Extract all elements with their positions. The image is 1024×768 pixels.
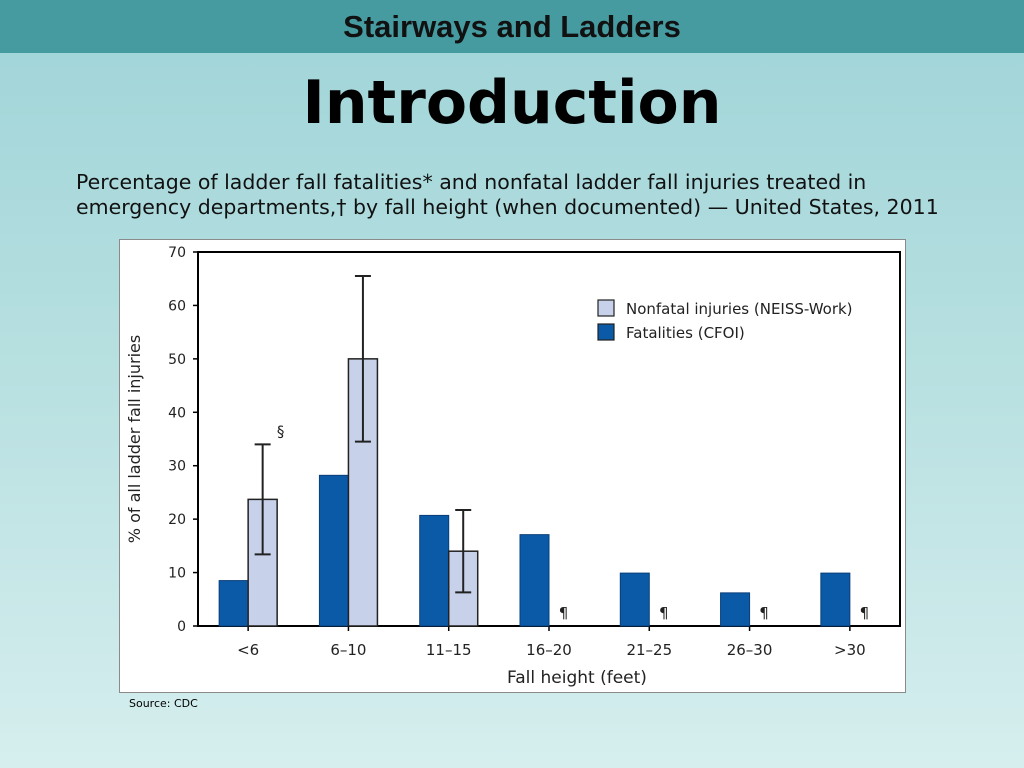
x-tick-label: 6–10 xyxy=(330,641,366,659)
bar-fatalities xyxy=(519,534,550,627)
deck-title: Stairways and Ladders xyxy=(343,8,681,44)
title-bar: Stairways and Ladders xyxy=(0,0,1024,53)
source-note: Source: CDC xyxy=(129,697,198,710)
x-tick-label: 21–25 xyxy=(626,641,672,659)
x-tick-label: 26–30 xyxy=(727,641,773,659)
y-tick-label: 10 xyxy=(168,566,186,582)
y-tick-label: 50 xyxy=(168,352,186,368)
x-tick-label: 11–15 xyxy=(426,641,472,659)
y-tick-label: 30 xyxy=(168,459,186,475)
y-tick-label: 20 xyxy=(168,512,186,528)
y-tick-label: 60 xyxy=(168,298,186,314)
y-axis-label: % of all ladder fall injuries xyxy=(125,335,144,543)
bar-chart: 0 10 20 30 40 50 60 70 % of all ladder fall inju… xyxy=(125,245,901,688)
annotation-pilcrow-mark: ¶ xyxy=(860,604,870,622)
annotation-pilcrow-mark: ¶ xyxy=(659,604,669,622)
slide-heading: Introduction xyxy=(302,68,722,138)
annotation-pilcrow-mark: ¶ xyxy=(559,604,569,622)
x-tick-label: <6 xyxy=(237,641,259,659)
bar-fatalities xyxy=(318,474,349,627)
bar-fatalities xyxy=(619,572,650,627)
legend-swatch xyxy=(597,323,615,341)
caption-line-1: Percentage of ladder fall fatalities* an… xyxy=(76,170,867,194)
y-tick-label: 0 xyxy=(177,619,186,635)
bar-fatalities xyxy=(820,572,851,627)
x-tick-label: 16–20 xyxy=(526,641,572,659)
chart-panel: 0 10 20 30 40 50 60 70 % of all ladder fall inju… xyxy=(119,239,906,693)
x-tick-label: >30 xyxy=(834,641,866,659)
x-axis-label: Fall height (feet) xyxy=(507,668,647,688)
bar-fatalities xyxy=(218,580,249,627)
y-tick-label: 40 xyxy=(168,405,186,421)
legend-label: Fatalities (CFOI) xyxy=(626,324,745,342)
legend-label: Nonfatal injuries (NEISS-Work) xyxy=(626,300,853,318)
annotation-section-mark: § xyxy=(277,422,285,440)
bar-fatalities xyxy=(419,514,450,627)
annotation-pilcrow-mark: ¶ xyxy=(759,604,769,622)
y-tick-label: 70 xyxy=(168,245,186,261)
caption-line-2: emergency departments,† by fall height (… xyxy=(76,195,939,219)
legend-swatch xyxy=(597,299,615,317)
bar-fatalities xyxy=(720,592,751,627)
chart-caption: Percentage of ladder fall fatalities* an… xyxy=(76,170,976,220)
